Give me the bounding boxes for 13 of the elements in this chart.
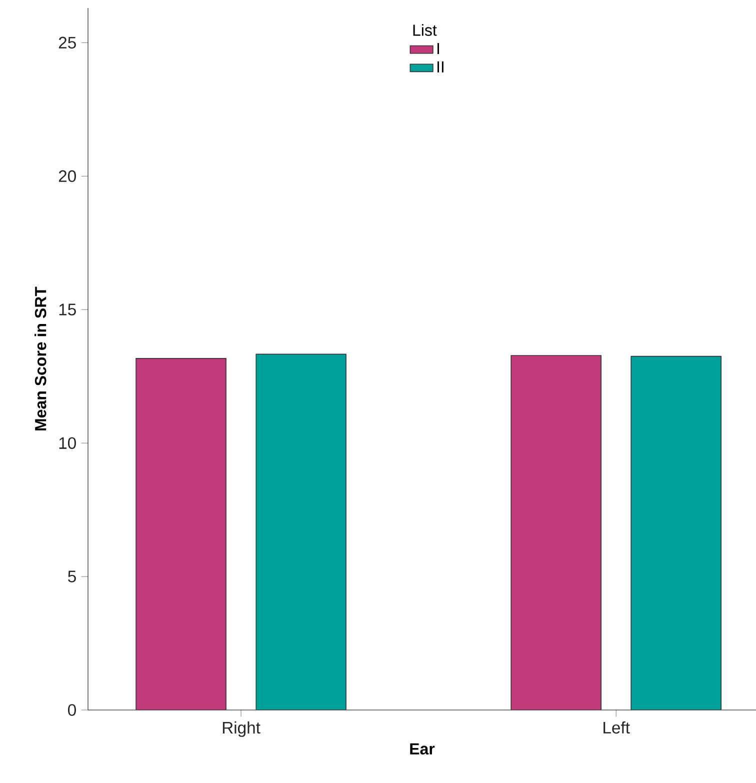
y-tick-label: 10 bbox=[59, 437, 76, 449]
x-tick-label: Left bbox=[604, 721, 630, 734]
y-tick-label: 20 bbox=[58, 170, 76, 182]
legend-title: List bbox=[413, 24, 437, 36]
y-axis-title: Mean Score in SRT bbox=[34, 286, 46, 430]
legend-label: I bbox=[437, 43, 439, 54]
legend-label: II bbox=[437, 61, 444, 72]
y-tick-label: 0 bbox=[68, 704, 76, 716]
y-tick-label: 25 bbox=[58, 36, 76, 49]
x-axis-title: Ear bbox=[410, 743, 435, 755]
y-tick-label: 5 bbox=[68, 570, 76, 582]
x-tick-label: Right bbox=[222, 721, 260, 737]
y-tick-label: 15 bbox=[59, 304, 76, 316]
